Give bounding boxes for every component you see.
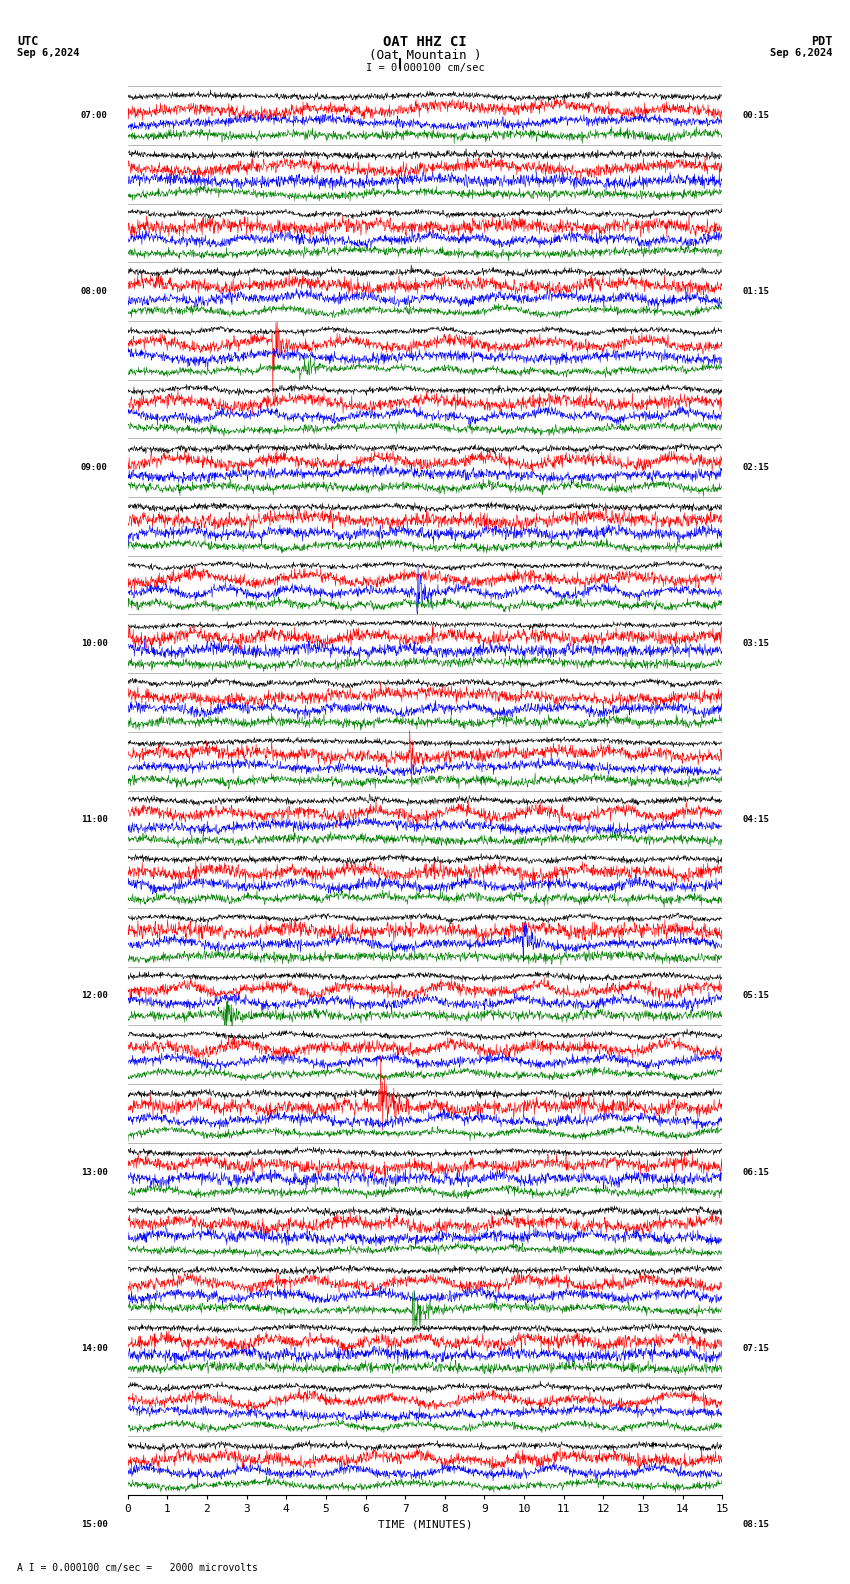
- Text: 08:00: 08:00: [81, 287, 108, 296]
- Text: 02:15: 02:15: [742, 463, 769, 472]
- Text: 12:00: 12:00: [81, 992, 108, 1001]
- Text: Sep 6,2024: Sep 6,2024: [17, 48, 80, 57]
- Text: PDT: PDT: [812, 35, 833, 48]
- Text: 11:00: 11:00: [81, 816, 108, 824]
- Text: 10:00: 10:00: [81, 640, 108, 648]
- Text: 07:15: 07:15: [742, 1343, 769, 1353]
- Text: 05:15: 05:15: [742, 992, 769, 1001]
- Text: 08:15: 08:15: [742, 1519, 769, 1529]
- Text: UTC: UTC: [17, 35, 38, 48]
- Text: (Oat Mountain ): (Oat Mountain ): [369, 49, 481, 62]
- Text: 13:00: 13:00: [81, 1167, 108, 1177]
- Text: 15:00: 15:00: [81, 1519, 108, 1529]
- Text: 01:15: 01:15: [742, 287, 769, 296]
- X-axis label: TIME (MINUTES): TIME (MINUTES): [377, 1519, 473, 1530]
- Text: 04:15: 04:15: [742, 816, 769, 824]
- Text: OAT HHZ CI: OAT HHZ CI: [383, 35, 467, 49]
- Text: A I = 0.000100 cm/sec =   2000 microvolts: A I = 0.000100 cm/sec = 2000 microvolts: [17, 1563, 258, 1573]
- Text: Sep 6,2024: Sep 6,2024: [770, 48, 833, 57]
- Text: 00:15: 00:15: [742, 111, 769, 120]
- Text: 06:15: 06:15: [742, 1167, 769, 1177]
- Text: 03:15: 03:15: [742, 640, 769, 648]
- Text: I = 0.000100 cm/sec: I = 0.000100 cm/sec: [366, 63, 484, 73]
- Text: 09:00: 09:00: [81, 463, 108, 472]
- Text: 14:00: 14:00: [81, 1343, 108, 1353]
- Text: 07:00: 07:00: [81, 111, 108, 120]
